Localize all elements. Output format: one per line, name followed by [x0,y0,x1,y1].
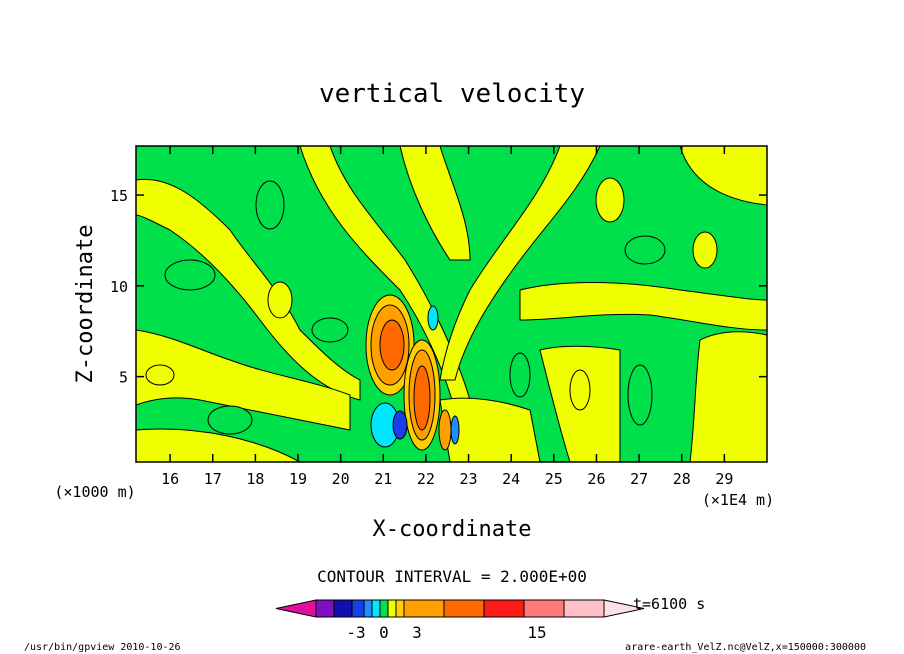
x-tick-label: 18 [246,470,264,488]
x-tick-label: 16 [161,470,179,488]
y-tick-label: 15 [110,187,128,205]
yellow-island [692,231,718,269]
y-tick-label: 10 [110,278,128,296]
yellow-island [595,177,625,223]
colorbar-tick-label: 0 [379,623,389,642]
x-tick-label: 17 [204,470,222,488]
yellow-island [569,369,591,411]
chart-title: vertical velocity [319,79,585,109]
colorbar-swatch [379,599,389,618]
colorbar-swatch [403,599,445,618]
x-axis-label: X-coordinate [373,517,532,542]
colorbar-min-arrow [275,599,317,618]
yellow-band-v-right [439,146,601,381]
colorbar-swatch [351,599,365,618]
colorbar-swatch [563,599,605,618]
x-axis-units: (×1E4 m) [702,491,774,509]
updraft2-inner [413,365,431,431]
colorbar-tick-label: -3 [346,623,365,642]
y-axis-units: (×1000 m) [54,483,135,501]
yellow-band-center [399,146,471,261]
x-tick-label: 26 [587,470,605,488]
plot-frame [135,145,768,463]
y-axis-label: Z-coordinate [73,225,98,384]
colorbar-swatch [315,599,335,618]
colorbar-swatch [523,599,565,618]
green-island [255,180,285,230]
x-tick-label: 22 [417,470,435,488]
x-tick-label: 21 [374,470,392,488]
x-tick-label: 24 [502,470,520,488]
colorbar-swatch [333,599,353,618]
colorbar-tick-label: 3 [412,623,422,642]
contour-field [136,146,767,462]
colorbar-labels: -3 0 3 15 [346,623,546,642]
y-tick-label: 5 [119,369,128,387]
yellow-band-right-mid [519,282,767,331]
yellow-band-upper-left [136,178,361,401]
green-island [627,364,653,426]
yellow-band-far-right [689,331,767,462]
footer-left: /usr/bin/gpview 2010-10-26 [24,642,181,653]
updraft-inner [379,319,405,371]
x-tick-label: 28 [673,470,691,488]
green-island [207,405,253,435]
green-island [311,317,349,343]
downdraft-core [392,410,408,440]
y-axis-ticks: 5 10 15 [110,187,767,387]
x-tick-label: 27 [630,470,648,488]
x-axis-ticks: 16 17 18 19 20 21 22 23 24 25 26 27 28 29 [161,146,733,488]
colorbar-swatch [387,599,397,618]
colorbar-max-arrow [603,599,645,618]
yellow-band-left-low [136,329,351,431]
yellow-island [145,364,175,386]
x-tick-label: 19 [289,470,307,488]
x-tick-label: 29 [715,470,733,488]
yellow-band-lower-center [439,397,541,462]
downdraft-small [427,305,439,331]
footer-right: arare-earth_VelZ.nc@VelZ,x=150000:300000 [625,642,866,653]
yellow-island [267,281,293,319]
green-island [509,352,531,398]
time-label: t=6100 s [633,595,705,613]
colorbar-swatch [371,599,381,618]
green-island [624,235,666,265]
x-tick-label: 23 [460,470,478,488]
colorbar-swatch [363,599,373,618]
small-downdraft [450,415,460,445]
colorbar-swatch [483,599,525,618]
x-tick-label: 20 [332,470,350,488]
green-island [164,259,216,291]
x-tick-label: 25 [545,470,563,488]
colorbar-tick-label: 15 [527,623,546,642]
colorbar-swatch [395,599,405,618]
colorbar-swatch [443,599,485,618]
colorbar [275,599,645,618]
contour-interval: CONTOUR INTERVAL = 2.000E+00 [317,567,587,586]
small-updraft [438,409,452,451]
